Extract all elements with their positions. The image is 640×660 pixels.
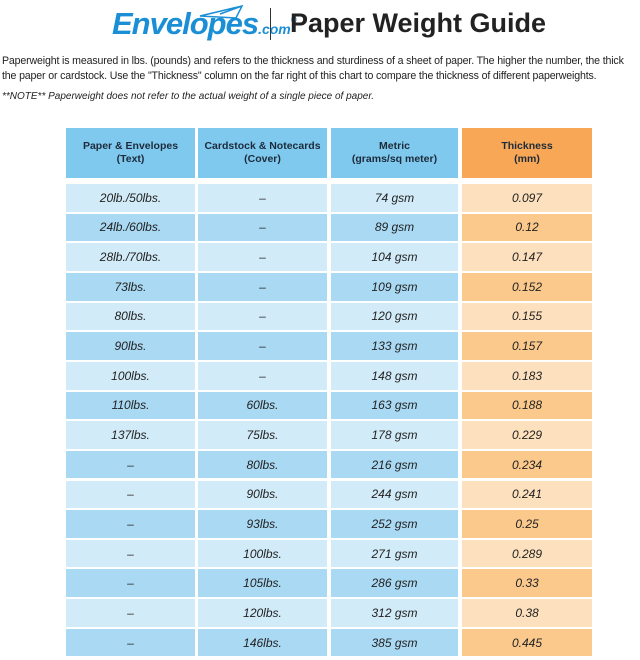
- logo: Envelopes.com®: [112, 6, 297, 42]
- table-cell: 385 gsm: [331, 628, 458, 657]
- table-cell: 178 gsm: [331, 421, 458, 449]
- table-cell: 0.12: [462, 213, 592, 242]
- table-cell: 0.152: [462, 272, 592, 301]
- table-cell: –: [198, 302, 327, 331]
- table-cell: 100lbs.: [198, 539, 327, 568]
- logo-mark: ®: [290, 15, 297, 25]
- page-title: Paper Weight Guide: [290, 8, 547, 38]
- header-line: (grams/sq meter): [351, 153, 438, 165]
- column-header: Metric (grams/sq meter): [331, 128, 458, 178]
- table-cell: 312 gsm: [331, 599, 458, 627]
- table-cell: 74 gsm: [331, 184, 458, 212]
- column-header: Thickness (mm): [462, 128, 592, 178]
- table-cell: 24lb./60lbs.: [66, 213, 195, 242]
- table-cell: –: [66, 569, 195, 598]
- table-cell: 133 gsm: [331, 332, 458, 360]
- table-cell: 137lbs.: [66, 421, 195, 449]
- logo-envelope: [199, 4, 244, 19]
- table-cell: 100lbs.: [66, 361, 195, 390]
- header-line: (Text): [116, 153, 145, 165]
- table-cell: 80lbs.: [66, 302, 195, 331]
- note: **NOTE** Paperweight does not refer to t…: [2, 91, 375, 102]
- table-cell: –: [198, 243, 327, 271]
- table-cell: –: [66, 480, 195, 509]
- table-cell: 89 gsm: [331, 213, 458, 242]
- logo-text: Envelopes: [112, 6, 259, 41]
- table-cell: 110lbs.: [66, 391, 195, 420]
- table-cell: 28lb./70lbs.: [66, 243, 195, 271]
- column-header: Cardstock & Notecards (Cover): [198, 128, 327, 178]
- table-cell: 0.25: [462, 510, 592, 538]
- header-line: Cardstock & Notecards: [204, 140, 321, 152]
- table-cell: 0.147: [462, 243, 592, 271]
- table-cell: –: [66, 450, 195, 479]
- header-line: (Cover): [244, 153, 281, 165]
- table-cell: 0.445: [462, 628, 592, 657]
- header-line: Thickness: [501, 140, 553, 152]
- table-cell: –: [198, 213, 327, 242]
- table-cell: 0.183: [462, 361, 592, 390]
- table-cell: –: [198, 272, 327, 301]
- table-cell: 148 gsm: [331, 361, 458, 390]
- header-line: (mm): [514, 153, 540, 165]
- table-cell: 109 gsm: [331, 272, 458, 301]
- table-cell: 0.155: [462, 302, 592, 331]
- table-cell: 90lbs.: [66, 332, 195, 360]
- table-cell: –: [66, 599, 195, 627]
- header-line: Paper & Envelopes: [82, 140, 179, 152]
- table-cell: 120lbs.: [198, 599, 327, 627]
- logo-suffix: .com: [258, 21, 291, 37]
- table-cell: 93lbs.: [198, 510, 327, 538]
- table-cell: 90lbs.: [198, 480, 327, 509]
- table-cell: 146lbs.: [198, 628, 327, 657]
- divider: [270, 8, 271, 40]
- table-cell: 120 gsm: [331, 302, 458, 331]
- intro-line: the paper or cardstock. Use the "Thickne…: [2, 70, 597, 82]
- table-cell: –: [66, 628, 195, 657]
- table-cell: 216 gsm: [331, 450, 458, 479]
- table-cell: 0.229: [462, 421, 592, 449]
- table-cell: 80lbs.: [198, 450, 327, 479]
- table-cell: 0.097: [462, 184, 592, 212]
- table-cell: 0.241: [462, 480, 592, 509]
- table-cell: –: [66, 510, 195, 538]
- table-cell: 0.157: [462, 332, 592, 360]
- table-cell: 20lb./50lbs.: [66, 184, 195, 212]
- table-cell: 0.188: [462, 391, 592, 420]
- table-cell: 104 gsm: [331, 243, 458, 271]
- intro-line: Paperweight is measured in lbs. (pounds)…: [2, 55, 624, 67]
- table-cell: 0.38: [462, 599, 592, 627]
- table-cell: 286 gsm: [331, 569, 458, 598]
- table-cell: 252 gsm: [331, 510, 458, 538]
- header-line: Metric: [379, 140, 410, 152]
- table-cell: 0.234: [462, 450, 592, 479]
- table-cell: 271 gsm: [331, 539, 458, 568]
- table-cell: 0.33: [462, 569, 592, 598]
- table-cell: 163 gsm: [331, 391, 458, 420]
- table-cell: –: [66, 539, 195, 568]
- table-cell: 105lbs.: [198, 569, 327, 598]
- table-cell: –: [198, 184, 327, 212]
- table-cell: 75lbs.: [198, 421, 327, 449]
- table-cell: –: [198, 332, 327, 360]
- table-cell: 0.289: [462, 539, 592, 568]
- table-cell: 73lbs.: [66, 272, 195, 301]
- table-cell: 244 gsm: [331, 480, 458, 509]
- column-header: Paper & Envelopes (Text): [66, 128, 195, 178]
- table-cell: –: [198, 361, 327, 390]
- table-cell: 60lbs.: [198, 391, 327, 420]
